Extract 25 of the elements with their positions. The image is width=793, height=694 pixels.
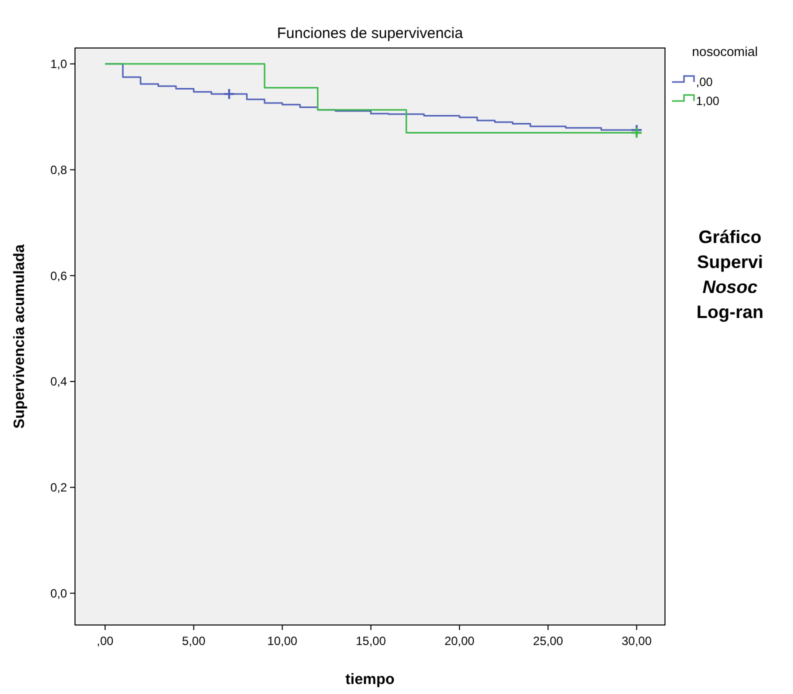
x-tick-label: 25,00 [533, 634, 564, 648]
y-tick-label: 0,4 [50, 374, 68, 389]
y-tick-label: 1,0 [50, 57, 68, 72]
x-tick-label: ,00 [96, 634, 114, 648]
x-tick-label: 20,00 [444, 634, 475, 648]
y-tick-label: 0,6 [50, 268, 68, 283]
x-tick-label: 15,00 [356, 634, 386, 648]
text: Supervi [696, 252, 764, 272]
x-tick-label: 30,00 [622, 634, 652, 648]
legend-label: ,00 [696, 75, 714, 89]
point [630, 126, 643, 139]
point [223, 88, 236, 100]
x-tick-label: 5,00 [182, 634, 206, 648]
y-tick-label: 0,0 [50, 586, 68, 600]
x-tick-label: 10,00 [267, 634, 298, 648]
chart-title: Funciones de supervivencia [277, 25, 464, 42]
y-tick-label: 0,2 [50, 480, 68, 495]
text: Log-ran [696, 302, 764, 322]
x-axis-title: tiempo [345, 671, 395, 688]
text: Nosoc [702, 277, 758, 297]
y-axis-title: Supervivencia acumulada [11, 244, 28, 429]
legend-title: nosocomial [692, 44, 758, 59]
text: Gráfico [698, 227, 762, 247]
y-tick-label: 0,8 [50, 162, 68, 177]
legend-label: 1,00 [696, 94, 720, 108]
